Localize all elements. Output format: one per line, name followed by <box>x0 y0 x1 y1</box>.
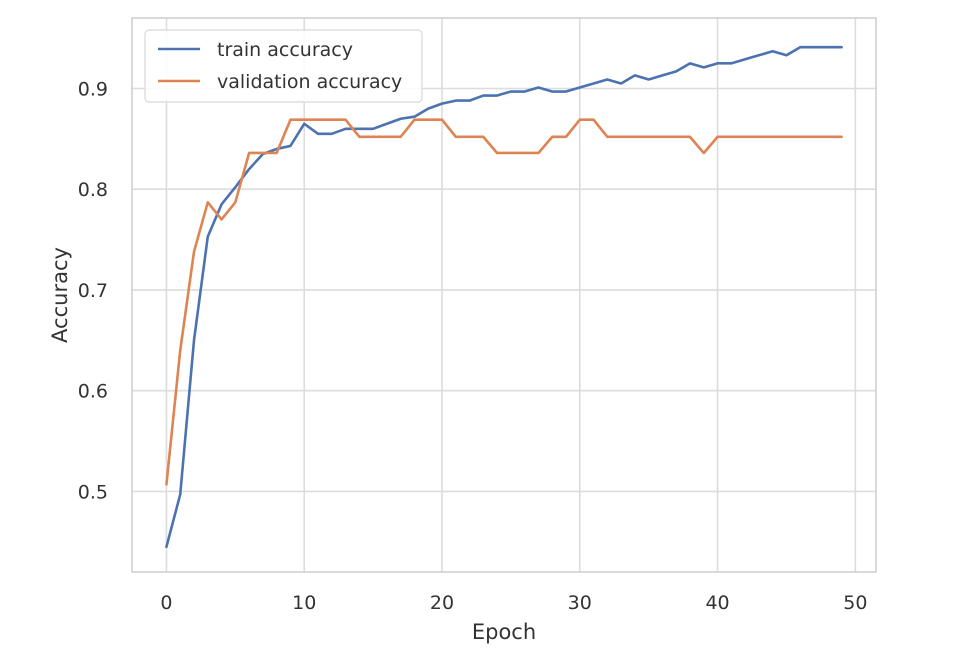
x-tick-label: 40 <box>705 592 729 614</box>
x-tick-label: 50 <box>843 592 867 614</box>
x-tick-label: 10 <box>292 592 316 614</box>
y-axis-label: Accuracy <box>48 247 72 343</box>
y-tick-label: 0.7 <box>78 280 108 302</box>
y-tick-label: 0.5 <box>78 481 108 503</box>
series-line-validation-accuracy <box>165 118 843 486</box>
x-axis-label: Epoch <box>472 620 536 644</box>
series-line-train-accuracy <box>165 45 843 549</box>
x-tick-label: 30 <box>568 592 592 614</box>
y-tick-label: 0.6 <box>78 381 108 403</box>
y-tick-label: 0.9 <box>78 79 108 101</box>
y-tick-label: 0.8 <box>78 179 108 201</box>
legend-box <box>144 29 423 103</box>
legend-label-validation: validation accuracy <box>217 71 402 93</box>
series-layer <box>165 45 843 549</box>
tick-labels: 0 10 20 30 40 50 0.5 0.6 0.7 0.8 0.9 <box>78 79 868 614</box>
x-tick-label: 20 <box>430 592 454 614</box>
legend: train accuracy validation accuracy <box>144 29 423 103</box>
x-tick-label: 0 <box>160 592 172 614</box>
legend-label-train: train accuracy <box>217 39 353 61</box>
plot-frame <box>131 17 877 573</box>
